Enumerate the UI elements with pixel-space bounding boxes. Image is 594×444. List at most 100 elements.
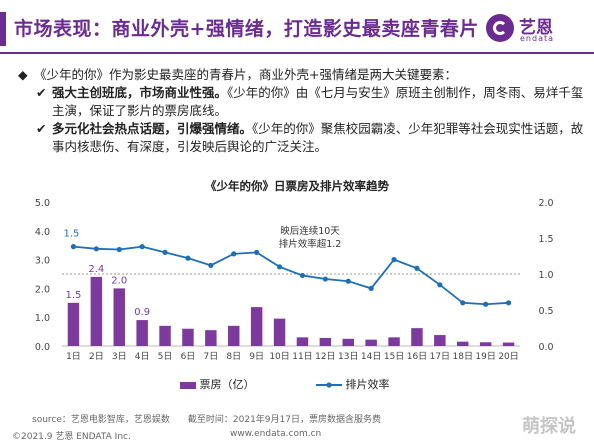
line-swatch-icon — [316, 382, 342, 388]
bar-box-office — [296, 337, 309, 346]
website: www.endata.com.cn — [230, 429, 322, 439]
y-left-tick-label: 4.0 — [35, 227, 50, 238]
x-tick-label: 5日 — [158, 351, 173, 362]
line-point — [322, 276, 328, 282]
line-point — [254, 249, 260, 255]
watermark: 萌探说 — [522, 416, 576, 437]
line-point — [70, 244, 77, 250]
logo-cn-text: 艺恩 — [519, 18, 553, 38]
line-point — [276, 264, 283, 270]
bar-data-label: 2.0 — [111, 275, 127, 286]
bar-box-office — [205, 330, 217, 346]
x-tick-label: 10日 — [269, 351, 289, 362]
x-tick-label: 19日 — [475, 351, 495, 362]
y-right-tick-label: 0.5 — [538, 306, 553, 317]
legend-box-office: 票房（亿） — [180, 376, 255, 392]
point-2-heading: 多元化社会热点话题，引爆强情绪。 — [52, 121, 253, 136]
endata-logo: 艺恩 endata — [486, 12, 586, 48]
x-tick-label: 8日 — [226, 351, 241, 362]
line-point — [391, 257, 397, 263]
y-left-tick-label: 5.0 — [35, 198, 50, 209]
bar-box-office — [319, 337, 332, 346]
line-point — [162, 249, 168, 255]
bar-box-office — [365, 339, 377, 346]
box-office-chart: 0.0 1.0 2.0 3.0 4.0 5.0 0.0 0.5 1.0 1.5 2.0 1.5 2.4 2… — [35, 198, 554, 362]
x-tick-label: 7日 — [203, 351, 218, 362]
line-point — [299, 272, 306, 279]
main-bullet-text: 《少年的你》作为影史最卖座的青春片，商业外壳+强情绪是两大关键要素： — [34, 67, 457, 82]
x-tick-label: 4日 — [135, 351, 150, 362]
x-tick-label: 2日 — [89, 351, 104, 362]
main-bullet: ◆ 《少年的你》作为影史最卖座的青春片，商业外壳+强情绪是两大关键要素： — [18, 66, 586, 84]
line-point — [139, 244, 145, 250]
point-1: ✔ 强大主创班底，市场商业性强。《少年的你》由《七月与安生》原班主创制作，周冬雨… — [18, 84, 586, 120]
legend-bar-label: 票房（亿） — [199, 378, 255, 391]
chart-title: 《少年的你》日票房及排片效率趋势 — [205, 179, 389, 193]
bar-box-office — [342, 338, 354, 346]
bar-box-office — [411, 328, 423, 346]
x-tick-label: 11日 — [292, 351, 312, 362]
bar-box-office — [250, 307, 263, 346]
x-tick-label: 14日 — [361, 351, 381, 362]
x-tick-label: 12日 — [315, 351, 335, 362]
y-left-tick-label: 0.0 — [35, 342, 50, 353]
bar-data-label: 2.4 — [88, 264, 104, 275]
bar-box-office — [502, 342, 515, 346]
x-tick-label: 3日 — [112, 351, 127, 362]
x-tick-label: 18日 — [453, 351, 473, 362]
logo-mark-icon — [486, 14, 514, 42]
y-left-tick-label: 1.0 — [35, 313, 50, 324]
point-2-text: 《少年的你》聚焦校园霸凌、少年犯罪等社会现实性话题，故事内核悲伤、有深度，引发映… — [52, 121, 584, 154]
line-point — [483, 301, 489, 307]
bar-box-office — [479, 342, 492, 346]
y-right-tick-label: 0.0 — [538, 342, 553, 353]
y-right-tick-label: 1.0 — [538, 270, 553, 281]
diamond-bullet-icon: ◆ — [18, 67, 28, 82]
line-data-label: 1.5 — [63, 229, 79, 240]
line-efficiency — [73, 245, 509, 306]
annotation-line-1: 映后连续10天 — [280, 225, 340, 237]
x-tick-label: 13日 — [338, 351, 358, 362]
page-title: 市场表现：商业外壳+强情绪，打造影史最卖座青春片 — [14, 18, 479, 40]
y-left-tick-label: 3.0 — [35, 256, 50, 267]
line-point — [368, 285, 374, 291]
bar-box-office — [182, 328, 194, 346]
bar-swatch-icon — [180, 381, 196, 389]
y-right-tick-label: 2.0 — [538, 198, 553, 209]
bar-box-office — [159, 325, 171, 346]
checkmark-icon: ✔ — [36, 85, 47, 100]
point-1-heading: 强大主创班底，市场商业性强。 — [52, 85, 228, 100]
line-point — [414, 265, 420, 271]
line-point — [93, 246, 99, 252]
bar-box-office — [228, 325, 240, 346]
bar-box-office — [388, 337, 400, 346]
y-right-tick-label: 1.5 — [538, 234, 553, 245]
annotation-line-2: 排片效率超1.2 — [279, 238, 342, 250]
bar-box-office — [67, 302, 80, 346]
summary-text: ◆ 《少年的你》作为影史最卖座的青春片，商业外壳+强情绪是两大关键要素： ✔ 强… — [18, 66, 586, 156]
bar-box-office — [273, 318, 286, 346]
x-tick-label: 20日 — [498, 351, 518, 362]
x-tick-label: 9日 — [249, 351, 264, 362]
x-tick-label: 1日 — [66, 351, 81, 362]
point-1-text: 《少年的你》由《七月与安生》原班主创制作，周冬雨、易烊千玺主演，保证了影片的票房… — [52, 85, 584, 118]
x-tick-label: 16日 — [407, 351, 427, 362]
logo-en-text: endata — [520, 34, 555, 43]
legend-efficiency: 排片效率 — [316, 376, 390, 392]
source-note: source：艺恩电影智库，艺恩娱数 截至时间：2021年9月17日，票房数据含… — [32, 415, 381, 425]
bar-box-office — [457, 341, 469, 346]
bar-data-label: 0.9 — [134, 307, 150, 318]
copyright: ©2021.9 艺恩 ENDATA Inc. — [12, 432, 131, 442]
line-point — [345, 278, 351, 284]
x-tick-label: 15日 — [384, 351, 404, 362]
line-point — [231, 251, 237, 257]
x-tick-label: 17日 — [430, 351, 450, 362]
bar-box-office — [113, 288, 125, 346]
bar-box-office — [90, 276, 103, 346]
bar-data-label: 1.5 — [65, 290, 81, 301]
header-divider — [0, 52, 594, 54]
line-point — [116, 246, 122, 253]
line-point — [460, 300, 466, 306]
point-2: ✔ 多元化社会热点话题，引爆强情绪。《少年的你》聚焦校园霸凌、少年犯罪等社会现实… — [18, 120, 586, 156]
line-point — [208, 262, 214, 268]
